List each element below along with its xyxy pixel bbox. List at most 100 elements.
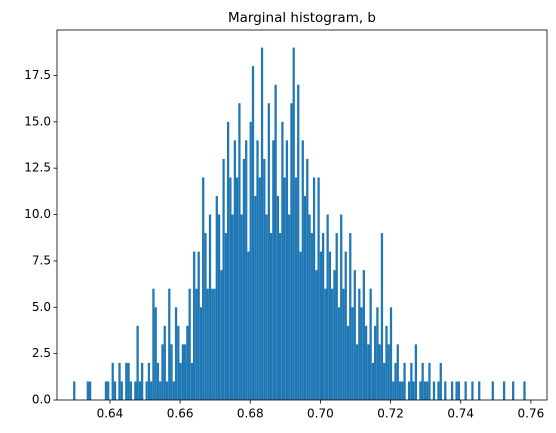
bar: [444, 381, 447, 400]
bar: [183, 344, 187, 400]
bar: [181, 344, 184, 400]
bar: [478, 381, 481, 400]
bar: [292, 47, 295, 400]
bar: [104, 381, 108, 400]
bar: [351, 307, 354, 400]
bar: [283, 177, 286, 400]
y-tick-label: 10.0: [24, 207, 51, 221]
bar: [127, 362, 130, 400]
bar: [403, 362, 406, 400]
bar: [265, 214, 268, 400]
bar: [172, 381, 175, 400]
bar: [353, 270, 356, 400]
bar: [220, 270, 223, 400]
bar: [412, 381, 415, 400]
bar: [321, 233, 325, 400]
bar: [439, 362, 442, 400]
x-tick-label: 0.76: [518, 407, 545, 421]
bar: [86, 381, 89, 400]
bar: [154, 307, 157, 400]
bar: [360, 307, 363, 400]
bar: [387, 344, 390, 400]
bar: [254, 195, 257, 400]
bar: [432, 381, 436, 400]
bar: [285, 140, 289, 400]
bar: [186, 325, 189, 400]
bar: [141, 362, 144, 400]
bar: [428, 362, 431, 400]
y-tick-label: 7.5: [32, 253, 51, 267]
bar: [177, 325, 180, 400]
bar: [376, 307, 379, 400]
bar: [362, 270, 365, 400]
bar: [281, 121, 284, 401]
bar: [310, 233, 313, 400]
bar: [303, 195, 307, 400]
bar: [226, 121, 230, 401]
bar: [190, 362, 194, 400]
bar: [367, 344, 370, 400]
x-tick-label: 0.70: [307, 407, 334, 421]
bar: [188, 288, 191, 400]
bar: [136, 325, 139, 400]
bar: [256, 140, 259, 400]
bar: [385, 325, 388, 400]
bar: [437, 381, 440, 400]
bar: [378, 344, 381, 400]
y-tick-label: 5.0: [32, 300, 51, 314]
bar: [299, 251, 302, 400]
bar: [394, 362, 397, 400]
bar: [457, 381, 460, 400]
bar: [134, 381, 137, 400]
bar: [249, 121, 252, 401]
bar: [407, 381, 411, 400]
bar: [401, 381, 404, 400]
bar: [398, 381, 402, 400]
bar: [195, 288, 198, 400]
bar: [308, 214, 311, 400]
bar: [240, 214, 243, 400]
bar: [471, 381, 474, 400]
bar: [349, 233, 352, 400]
bar: [222, 158, 225, 400]
chart-title: Marginal histogram, b: [228, 10, 376, 26]
bar: [328, 251, 332, 400]
x-tick-label: 0.74: [447, 407, 474, 421]
bar: [389, 307, 393, 400]
bar: [337, 307, 341, 400]
bar: [324, 288, 327, 400]
bar: [294, 177, 298, 400]
y-tick-label: 17.5: [24, 68, 51, 82]
bar: [174, 307, 178, 400]
bar: [326, 214, 329, 400]
bar: [312, 177, 316, 400]
bar: [145, 381, 148, 400]
bar: [236, 177, 239, 400]
bar: [369, 288, 372, 400]
bar: [202, 177, 205, 400]
bar: [297, 84, 300, 400]
bar: [229, 177, 232, 400]
bar: [260, 47, 264, 400]
bar: [346, 325, 350, 400]
bar: [491, 381, 494, 400]
bar: [358, 288, 361, 400]
bar: [450, 381, 454, 400]
bar: [342, 288, 345, 400]
bar: [263, 158, 266, 400]
bar: [118, 362, 121, 400]
bar: [331, 288, 334, 400]
x-tick-label: 0.72: [377, 407, 404, 421]
bar: [269, 233, 273, 400]
bar: [161, 344, 164, 400]
bar: [258, 177, 261, 400]
bar: [199, 307, 203, 400]
bar: [319, 251, 322, 400]
bar: [206, 288, 209, 400]
bar: [120, 381, 123, 400]
bar: [290, 103, 293, 400]
y-tick-label: 0.0: [32, 393, 51, 407]
bar: [380, 233, 384, 400]
y-tick-label: 12.5: [24, 161, 51, 175]
